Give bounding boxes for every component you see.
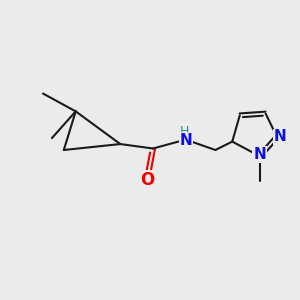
Text: N: N	[274, 129, 286, 144]
Text: N: N	[179, 133, 192, 148]
Text: H: H	[179, 125, 189, 138]
Text: O: O	[140, 171, 154, 189]
Text: N: N	[253, 147, 266, 162]
